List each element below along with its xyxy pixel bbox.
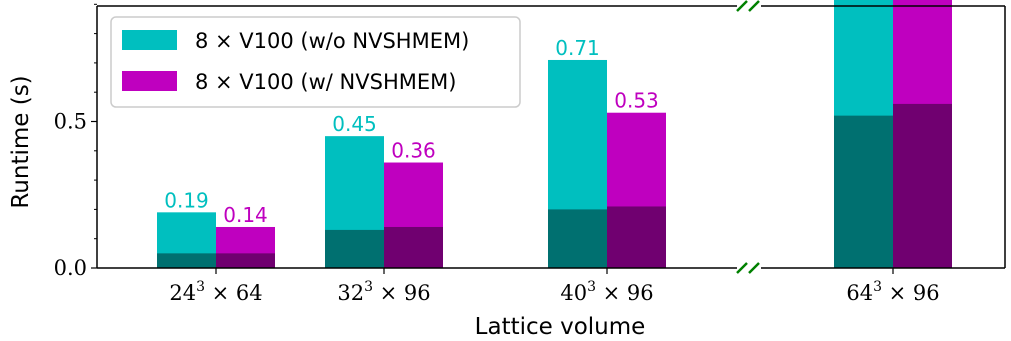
x-axis-label: Lattice volume	[475, 314, 646, 340]
bar-segment-dark-without-nvshmem-24	[157, 253, 216, 268]
bar-value-label: 0.53	[614, 89, 659, 113]
legend-swatch	[122, 71, 177, 91]
bar-segment-dark-with-nvshmem-24	[216, 253, 275, 268]
legend-entry-label: 8 × V100 (w/ NVSHMEM)	[195, 70, 456, 94]
x-tick-label: 323 × 96	[337, 279, 430, 305]
bar-segment-dark-without-nvshmem-64	[834, 115, 893, 268]
bar-value-label: 0.36	[391, 139, 436, 163]
axis-break-bottom	[736, 262, 761, 274]
bars-layer	[157, 0, 952, 269]
legend: 8 × V100 (w/o NVSHMEM) 8 × V100 (w/ NVSHM…	[110, 16, 521, 108]
bar-segment-dark-with-nvshmem-40	[607, 206, 666, 268]
y-axis-label: Runtime (s)	[8, 75, 34, 208]
bar-segment-dark-with-nvshmem-64	[893, 103, 952, 268]
axis-break-slash	[748, 262, 760, 274]
axis-break-gap	[737, 0, 761, 12]
x-tick-label: 403 × 96	[560, 279, 653, 305]
legend-entry-label: 8 × V100 (w/o NVSHMEM)	[195, 29, 469, 53]
axis-break-slash	[748, 0, 760, 12]
bar-segment-dark-without-nvshmem-32	[325, 229, 384, 268]
legend-box	[110, 16, 521, 108]
bar-value-label: 0.14	[223, 203, 268, 227]
x-tick-label: 243 × 64	[169, 279, 262, 305]
bar-labels-layer: 0.190.450.711.550.140.360.531.36	[164, 36, 659, 227]
bar-value-label: 0.45	[332, 112, 377, 136]
y-tick-label: 0.0	[54, 256, 87, 280]
axis-break-top	[736, 0, 761, 12]
bar-value-label: 0.71	[555, 36, 600, 60]
axis-break-gap	[737, 262, 761, 274]
bar-segment-dark-with-nvshmem-32	[384, 226, 443, 268]
legend-swatch	[122, 30, 177, 50]
bar-segment-dark-without-nvshmem-40	[548, 209, 607, 268]
bar-value-label: 0.19	[164, 188, 209, 212]
axis-break-slash	[736, 262, 748, 274]
y-tick-label: 0.5	[54, 110, 87, 134]
axis-break-slash	[736, 0, 748, 12]
x-tick-label: 643 × 96	[846, 279, 939, 305]
